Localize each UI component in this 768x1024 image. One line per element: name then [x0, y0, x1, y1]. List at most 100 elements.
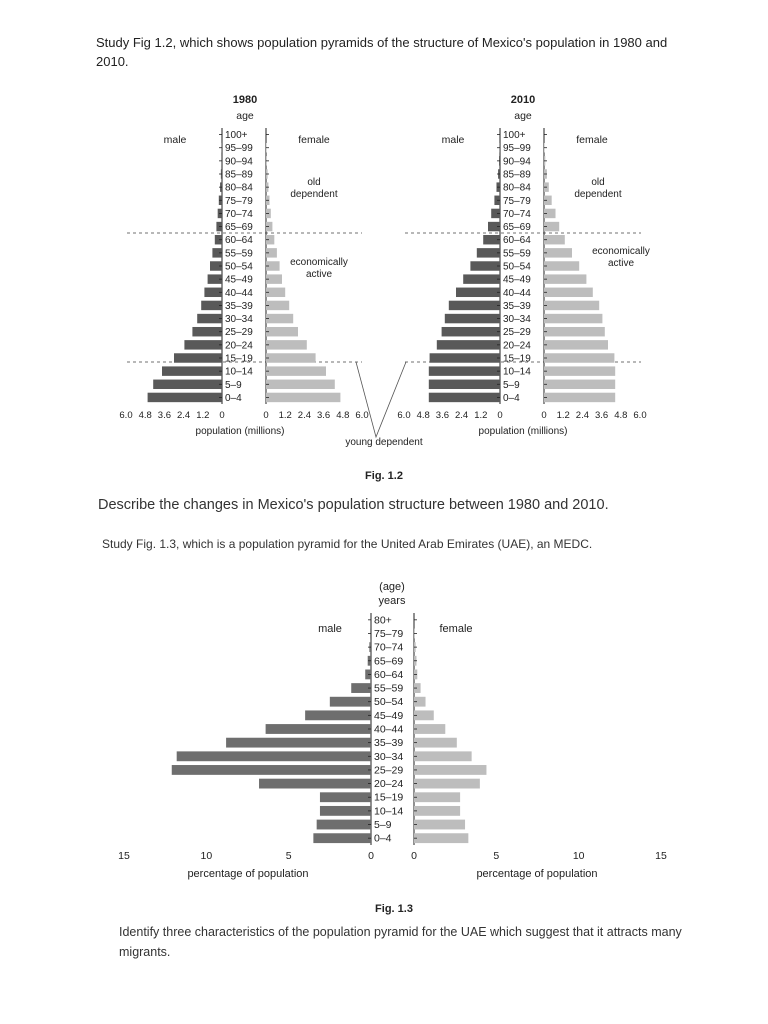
pyramid-1980-female-bar — [266, 353, 316, 363]
pyramid-uae-male-bar — [316, 819, 371, 830]
pyramid-1980-age-label: 0–4 — [225, 393, 242, 404]
pyramid-uae-female-bar — [414, 819, 466, 830]
pyramid-2010-male-bar — [428, 379, 500, 390]
pyramid-uae-female-bar — [414, 724, 446, 734]
pyramid-1980-male-bar — [197, 313, 222, 324]
pyramid-1980-age-label: 70–74 — [225, 209, 253, 220]
pyramid-uae-age-label: 40–44 — [374, 724, 403, 736]
pyramid-2010-male-bar — [483, 234, 500, 245]
pyramid-uae-age-label: 75–79 — [374, 628, 403, 640]
pyramid-uae-male-bar — [351, 683, 371, 693]
pyramid-1980-female-bar — [266, 313, 294, 324]
pyramid-uae-male-bar — [319, 792, 371, 803]
pyramid-2010-female-bar — [544, 366, 616, 376]
pyramid-2010-male-bar — [456, 287, 500, 298]
pyramid-2010-xaxis-label: population (millions) — [479, 426, 568, 437]
pyramid-1980-age-label: 25–29 — [225, 327, 253, 338]
pyramid-1980-age-label: 30–34 — [225, 314, 253, 325]
pyramid-2010-age-label: 50–54 — [503, 262, 531, 273]
pyramid-2010-female-bar — [544, 392, 616, 403]
pyramid-uae-female-bar — [414, 683, 421, 693]
pyramid-1980-female-bar — [266, 261, 280, 271]
pyramid-1980-xtick-label: 4.8 — [336, 410, 349, 421]
pyramid-uae-female-bar — [414, 778, 480, 789]
pyramid-1980-xtick-label: 2.4 — [177, 410, 190, 421]
pyramid-uae-age-label: 10–14 — [374, 805, 403, 817]
pyramid-uae-xtick-label: 0 — [368, 850, 374, 862]
pyramid-1980-xtick-label: 4.8 — [139, 410, 152, 421]
econ-active-label-2010-a: economically — [592, 246, 650, 257]
pyramid-uae-age-label: 55–59 — [374, 683, 403, 695]
pyramid-2010-xtick-label: 4.8 — [614, 410, 627, 421]
econ-active-label-1980-b: active — [306, 269, 333, 280]
pyramid-1980-female-bar — [266, 300, 290, 311]
pyramid-1980-xtick-label: 0 — [263, 410, 268, 421]
pyramid-1980-xtick-label: 3.6 — [158, 410, 171, 421]
pyramid-2010-female-bar — [544, 340, 608, 350]
pyramid-2010-age-label: 10–14 — [503, 367, 531, 378]
pyramid-2010-male-bar — [428, 366, 500, 376]
pyramid-uae-male-bar — [313, 833, 371, 844]
pyramid-1980-female-label: female — [298, 134, 330, 146]
pyramid-2010-female-label: female — [576, 134, 608, 146]
pyramid-1980-age-label: 90–94 — [225, 156, 253, 167]
pyramid-1980-male-bar — [147, 392, 222, 403]
pyramid-2010-xtick-label: 0 — [497, 410, 502, 421]
pyramid-2010-female-bar — [544, 353, 615, 363]
econ-active-label-2010-b: active — [608, 258, 635, 269]
pyramid-1980-age-label: 100+ — [225, 130, 248, 141]
pyramid-2010-xtick-label: 4.8 — [417, 410, 430, 421]
pyramid-2010-xtick-label: 3.6 — [595, 410, 608, 421]
young-dependent-pointer — [355, 361, 407, 439]
pyramid-2010-age-label: 30–34 — [503, 314, 531, 325]
pyramid-uae-female-bar — [414, 765, 487, 775]
pyramid-2010-age-label: 0–4 — [503, 393, 520, 404]
econ-active-label-1980-a: economically — [290, 257, 348, 268]
pyramid-1980-male-bar — [201, 300, 222, 311]
pyramid-1980-age-label: 75–79 — [225, 196, 253, 207]
uae-age-label-b: years — [379, 595, 406, 607]
pyramid-uae-age-label: 60–64 — [374, 669, 403, 681]
pyramid-1980-male-bar — [207, 274, 222, 284]
pyramid-1980-age-label: 15–19 — [225, 354, 253, 365]
pyramid-1980-male-bar — [212, 248, 222, 258]
pyramid-2010-xtick-label: 3.6 — [436, 410, 449, 421]
pyramid-2010-male-bar — [428, 392, 500, 403]
pyramid-uae-male-bar — [176, 751, 371, 762]
young-dependent-label: young dependent — [345, 437, 423, 448]
fig-1-2-caption: Fig. 1.2 — [365, 470, 403, 482]
pyramid-2010-age-label: 25–29 — [503, 327, 531, 338]
pyramid-1980-age-label: 65–69 — [225, 222, 253, 233]
pyramid-2010-age-label: 90–94 — [503, 156, 531, 167]
pyramid-2010-female-bar — [544, 221, 560, 232]
pyramid-uae-age-label: 20–24 — [374, 778, 403, 790]
pyramid-uae-female-bar — [414, 751, 472, 762]
pyramid-1980-male-bar — [192, 326, 222, 337]
fig-1-3: (age) years male female percentage of po… — [187, 581, 597, 915]
pyramid-2010-xtick-label: 0 — [541, 410, 546, 421]
pyramid-uae-xtick-label: 10 — [573, 850, 585, 862]
pyramid-2010-age-label: 80–84 — [503, 183, 531, 194]
pyramid-1980-age-label: 85–89 — [225, 170, 253, 181]
pyramid-uae-age-label: 35–39 — [374, 737, 403, 749]
pyramid-1980-xtick-label: 6.0 — [355, 410, 368, 421]
pyramid-2010-age-label: age — [514, 110, 532, 122]
pyramid-2010-female-bar — [544, 274, 587, 284]
uae-female-label: female — [439, 623, 472, 635]
pyramid-uae-xtick-label: 15 — [655, 850, 667, 862]
pyramid-2010-age-label: 95–99 — [503, 143, 531, 154]
pyramid-uae-male-bar — [319, 805, 371, 816]
pyramid-uae-xtick-label: 5 — [286, 850, 292, 862]
pyramid-2010-age-label: 100+ — [503, 130, 526, 141]
pyramid-1980-male-bar — [153, 379, 222, 390]
fig-1-2: 1980 2010 age age male female male femal… — [127, 94, 650, 482]
pyramid-1980-age-label: 95–99 — [225, 143, 253, 154]
pyramid-uae-age-label: 0–4 — [374, 833, 392, 845]
pyramid-2010-male-bar — [429, 353, 500, 363]
pyramid-uae-age-label: 30–34 — [374, 751, 403, 763]
pyramid-uae-age-label: 65–69 — [374, 655, 403, 667]
pyramid-1980-female-bar — [266, 366, 326, 376]
pyramid-2010-male-bar — [488, 221, 500, 232]
pyramid-2010-female-bar — [544, 195, 552, 206]
pyramid-1980-xtick-label: 3.6 — [317, 410, 330, 421]
